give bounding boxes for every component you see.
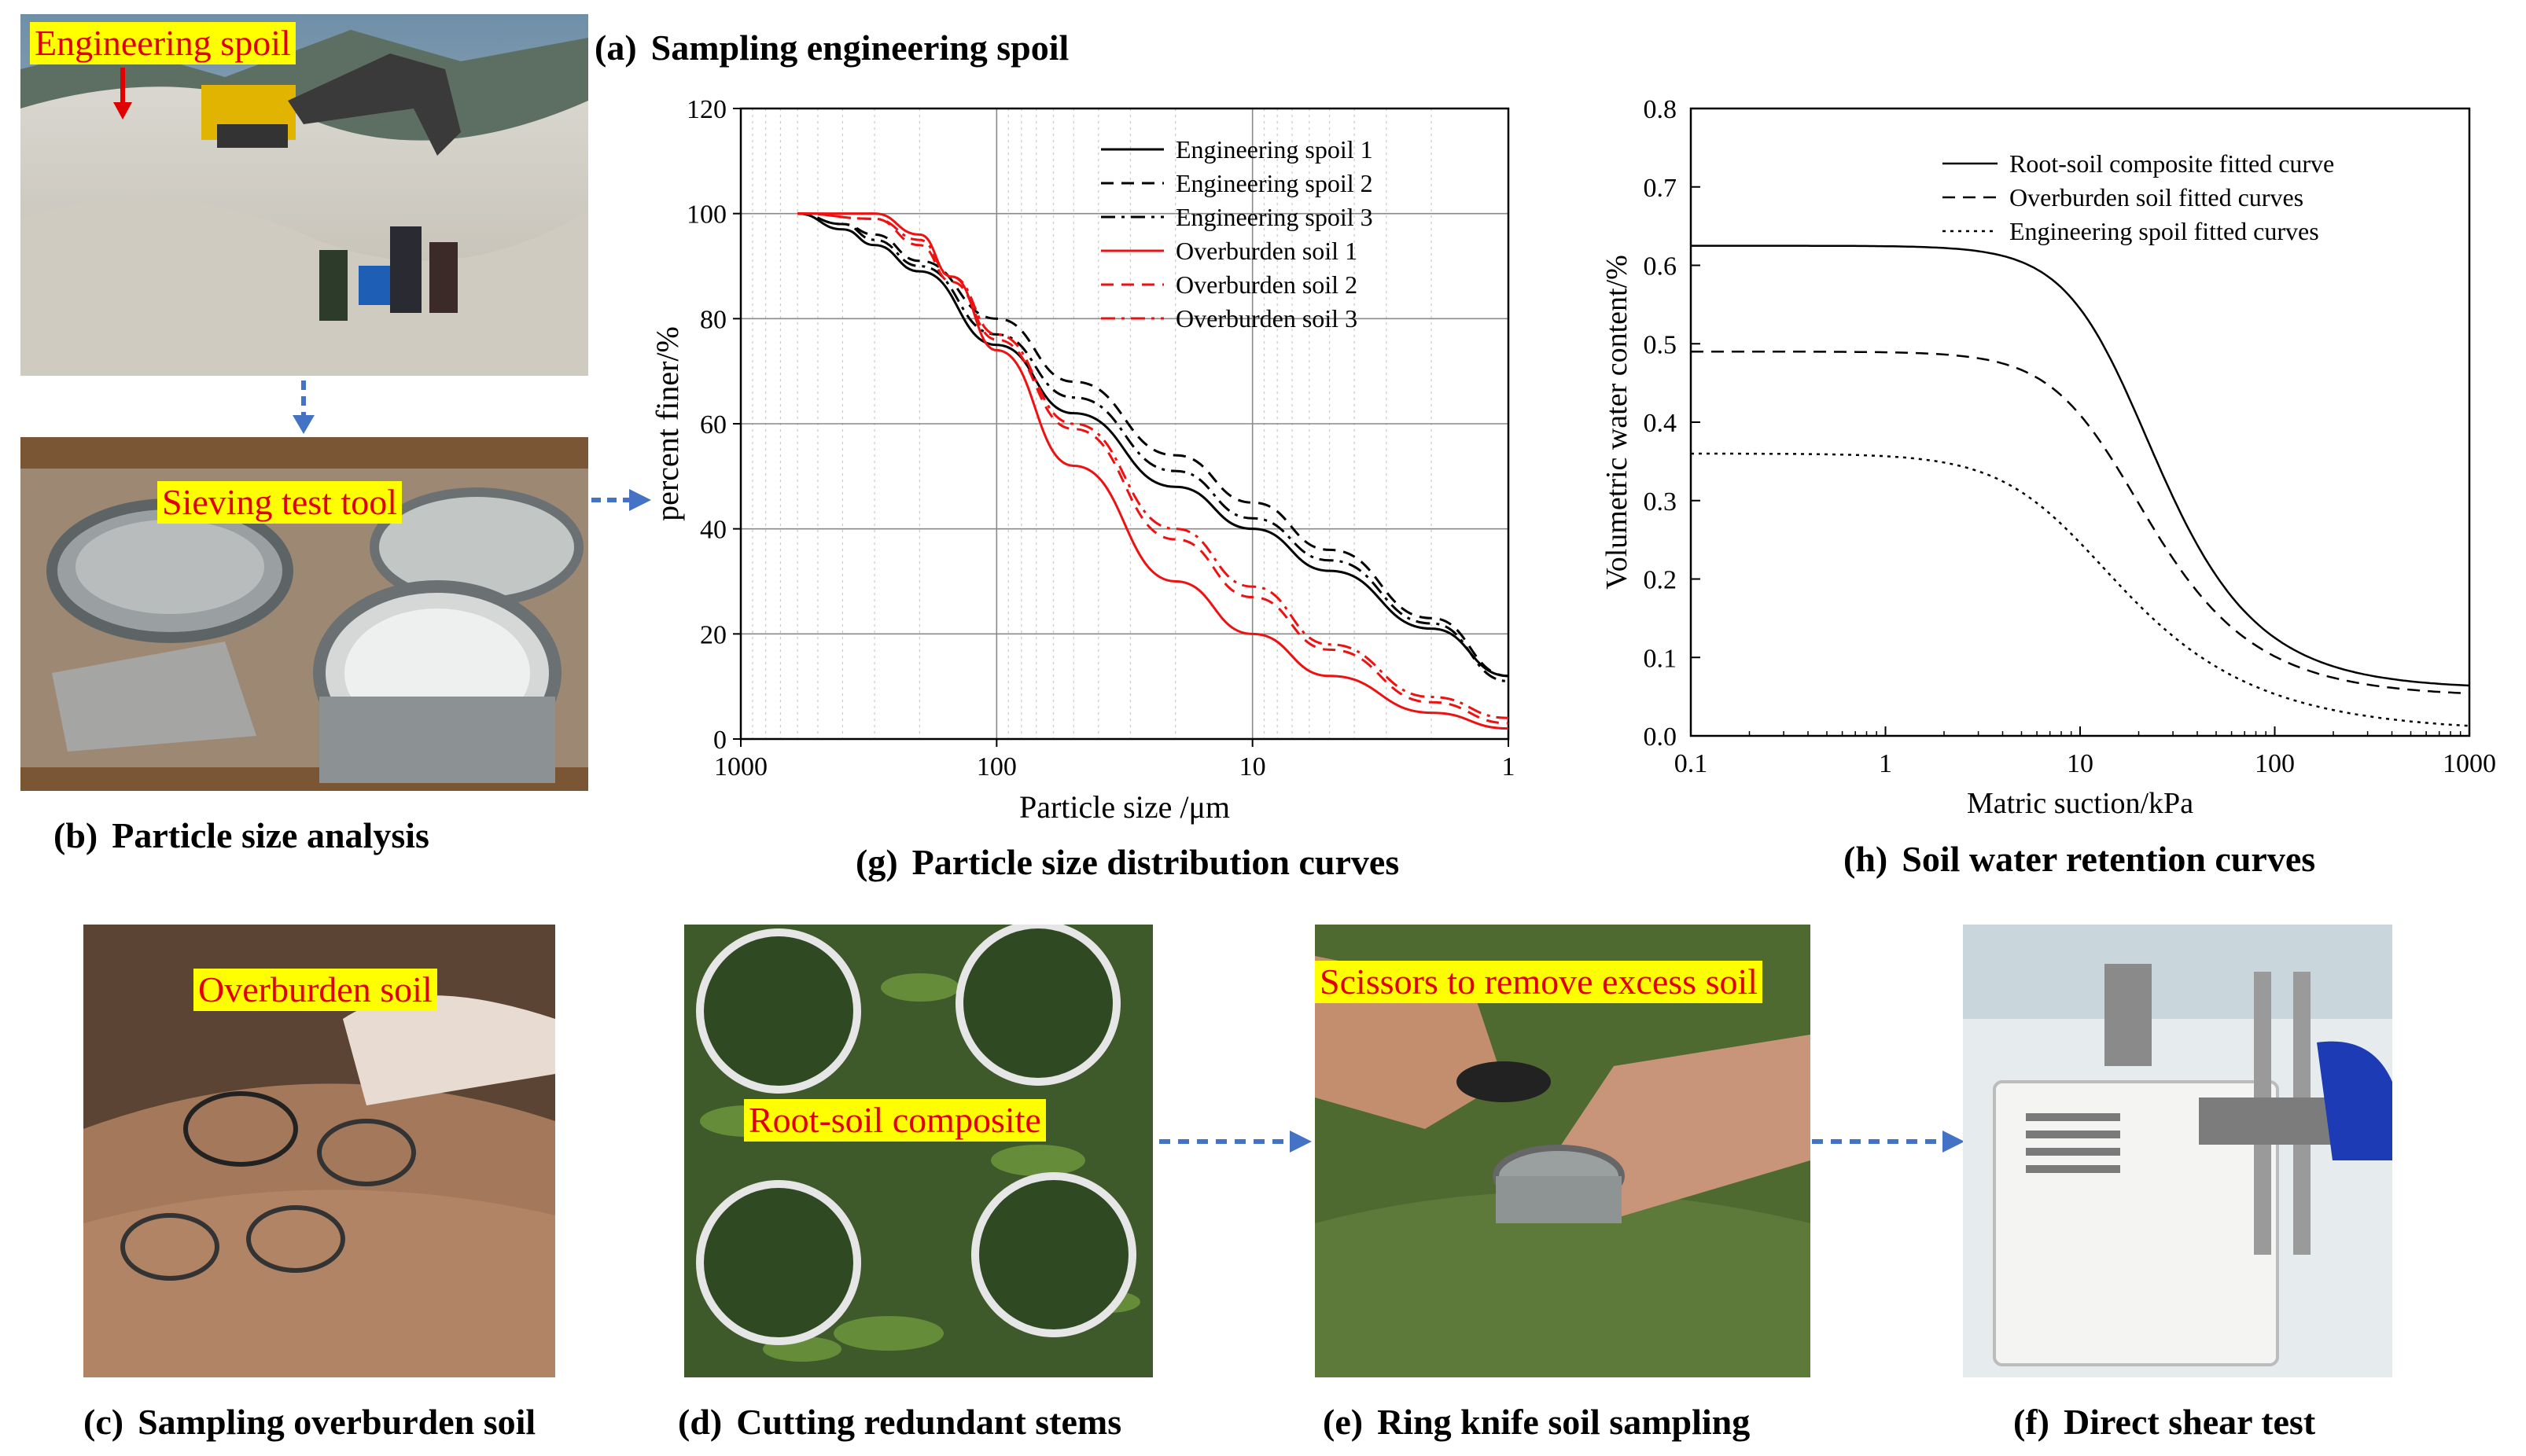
- arrow-right-icon: [1159, 1131, 1312, 1153]
- series-line-5: [797, 212, 1509, 725]
- y-axis-label: percent finer/%: [650, 326, 685, 521]
- y-tick-label: 0.8: [1644, 95, 1677, 124]
- y-tick-label: 0.5: [1644, 330, 1677, 359]
- sieving-test-tool-tag: Sieving test tool: [157, 481, 402, 524]
- legend-label: Overburden soil 2: [1176, 270, 1357, 299]
- series-line-2: [797, 212, 1509, 678]
- y-tick-label: 0.3: [1644, 487, 1677, 517]
- y-tick-label: 60: [700, 410, 727, 439]
- arrow-right-icon: [591, 489, 651, 511]
- series-line-2: [1691, 350, 2470, 695]
- y-tick-label: 0.0: [1644, 722, 1677, 752]
- caption-e: (e) Ring knife soil sampling: [1323, 1402, 1751, 1442]
- engineering-spoil-tag: Engineering spoil: [30, 22, 296, 64]
- chart-particle-size: 1000 100 10 1 0 20 40 60 80 100 120 Particle size /…: [645, 86, 1573, 845]
- legend-label: Engineering spoil 3: [1176, 203, 1373, 231]
- y-tick-label: 80: [700, 305, 727, 334]
- photo-engineering-spoil: [20, 14, 588, 376]
- arrow-right-icon: [1812, 1131, 1964, 1153]
- photo-root-soil: [684, 925, 1153, 1377]
- legend-label: Engineering spoil 2: [1176, 169, 1373, 197]
- x-tick-label: 1: [1502, 752, 1515, 781]
- y-tick-label: 0: [713, 726, 727, 755]
- caption-g: (g) Particle size distribution curves: [856, 842, 1400, 882]
- root-soil-composite-tag: Root-soil composite: [744, 1099, 1046, 1142]
- x-axis-label: Matric suction/kPa: [1967, 787, 2193, 820]
- y-tick-label: 20: [700, 620, 727, 649]
- y-axis-label: Volumetric water content/%: [1600, 255, 1633, 590]
- series-line-1: [797, 212, 1509, 678]
- photo-overburden-soil: [83, 925, 555, 1377]
- x-axis-label: Particle size /μm: [1019, 789, 1230, 825]
- legend-label: Overburden soil fitted curves: [2009, 183, 2303, 211]
- x-tick-label: 1000: [2443, 749, 2496, 778]
- y-tick-label: 0.7: [1644, 174, 1677, 203]
- caption-a: (a) Sampling engineering spoil: [595, 28, 1070, 68]
- arrow-down-icon: [293, 381, 315, 434]
- x-tick-label: 1000: [714, 752, 768, 781]
- y-tick-label: 0.4: [1644, 409, 1677, 438]
- photo-direct-shear: [1963, 925, 2392, 1377]
- series-line-3: [1691, 452, 2470, 727]
- scissors-tag: Scissors to remove excess soil: [1315, 961, 1763, 1003]
- legend-label: Root-soil composite fitted curve: [2009, 149, 2334, 178]
- y-tick-label: 0.6: [1644, 252, 1677, 281]
- caption-d: (d) Cutting redundant stems: [678, 1402, 1122, 1442]
- red-arrow-icon: [113, 68, 132, 119]
- y-tick-label: 0.1: [1644, 644, 1677, 673]
- series-line-4: [797, 212, 1509, 730]
- x-tick-label: 1: [1879, 749, 1892, 778]
- x-tick-label: 10: [1239, 752, 1266, 781]
- x-tick-label: 100: [2255, 749, 2295, 778]
- y-tick-label: 100: [687, 200, 727, 230]
- series-line-6: [797, 212, 1509, 719]
- x-tick-label: 10: [2067, 749, 2093, 778]
- legend-label: Overburden soil 3: [1176, 304, 1357, 333]
- y-tick-label: 40: [700, 516, 727, 545]
- y-tick-label: 120: [687, 95, 727, 124]
- series-line-1: [1691, 245, 2470, 687]
- caption-c: (c) Sampling overburden soil: [83, 1402, 536, 1442]
- y-tick-label: 0.2: [1644, 566, 1677, 595]
- caption-f: (f) Direct shear test: [2013, 1402, 2316, 1442]
- x-tick-label: 100: [977, 752, 1017, 781]
- legend-label: Engineering spoil 1: [1176, 135, 1373, 164]
- overburden-soil-tag: Overburden soil: [193, 969, 437, 1011]
- chart-water-retention: 0.1 1 10 100 1000 0.0 0.1 0.2 0.3 0.4 0.5 0.6 0.7 0.8…: [1596, 86, 2524, 845]
- caption-b: (b) Particle size analysis: [53, 815, 429, 855]
- caption-h: (h) Soil water retention curves: [1843, 839, 2316, 879]
- series-line-3: [797, 212, 1509, 682]
- x-tick-label: 0.1: [1674, 749, 1708, 778]
- legend-label: Overburden soil 1: [1176, 237, 1357, 265]
- legend-label: Engineering spoil fitted curves: [2009, 217, 2319, 245]
- photo-sieving-tools: [20, 437, 588, 791]
